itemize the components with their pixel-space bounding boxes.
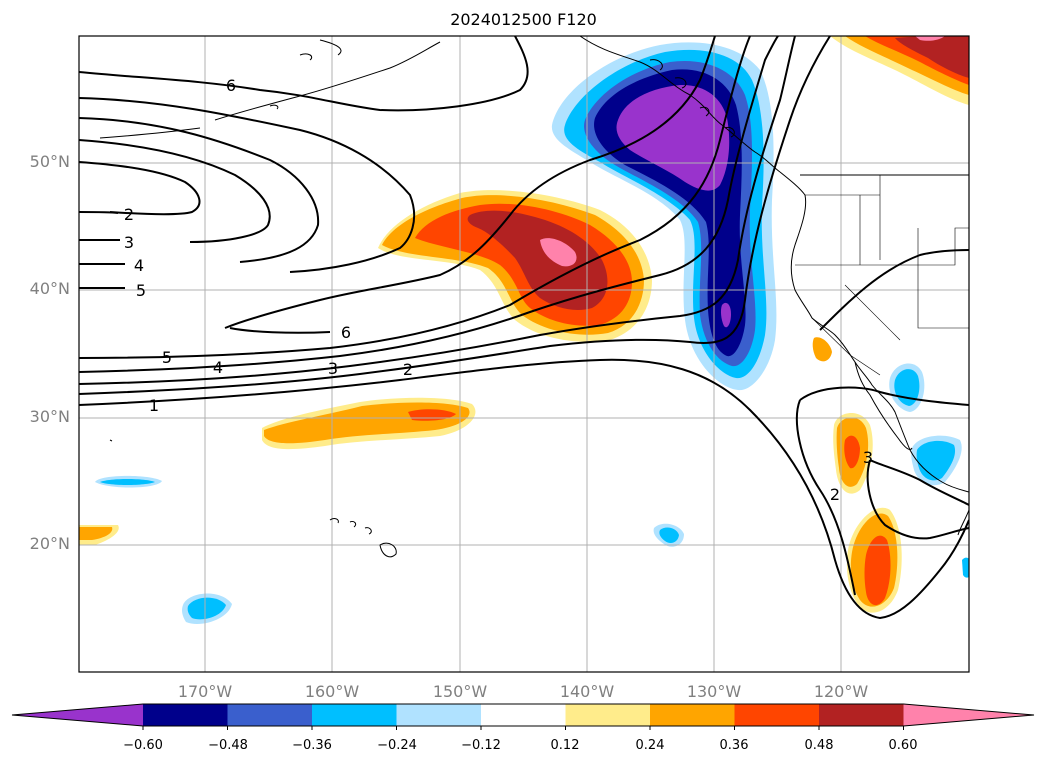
contour-label: 2 — [124, 205, 134, 224]
contour-label: 6 — [341, 323, 351, 342]
colorbar-segment — [734, 704, 820, 726]
contour-east — [819, 249, 969, 331]
state-lines — [795, 175, 969, 376]
colorbar-tick-label: 0.12 — [550, 738, 580, 753]
contour-2-lower — [79, 211, 119, 214]
contour-label: 2 — [403, 360, 413, 379]
shade-neg-trough-core — [616, 84, 730, 191]
contour-4 — [79, 36, 779, 373]
contour-1 — [79, 358, 969, 620]
shade-neg-trough-core2 — [720, 302, 731, 328]
contour-3-south — [866, 459, 969, 540]
contour-label: 6 — [226, 76, 236, 95]
colorbar-tick-label: 0.24 — [635, 738, 665, 753]
shade-neg-pac2b — [187, 597, 226, 620]
contour-label: 1 — [149, 396, 159, 415]
contour-label: 3 — [863, 448, 873, 467]
colorbar-tick-label: −0.60 — [123, 738, 163, 753]
aleutians — [99, 41, 441, 139]
colorbar-tick-label: 0.48 — [804, 738, 834, 753]
contour-label: 3 — [124, 233, 134, 252]
shading-positive — [79, 36, 969, 613]
contour-2-south — [796, 386, 969, 596]
shade-neg-pac3b — [659, 527, 679, 543]
lat-label: 20°N — [29, 534, 70, 553]
map-title: 2024012500 F120 — [450, 10, 597, 29]
colorbar-tick-label: 0.60 — [888, 738, 918, 753]
map-frame — [78, 35, 970, 673]
lat-label: 40°N — [29, 279, 70, 298]
contour-label: 5 — [162, 348, 172, 367]
contour-2-outer — [79, 161, 201, 216]
colorbar-segment — [312, 704, 397, 726]
colorbar-segment — [565, 704, 651, 726]
colorbar-extend-left — [12, 704, 143, 726]
colorbar-tick-label: −0.48 — [208, 738, 248, 753]
map-background — [79, 36, 969, 672]
contour-label: 3 — [328, 359, 338, 378]
shade-pos-ridge-l4 — [467, 210, 608, 310]
lat-label: 50°N — [29, 152, 70, 171]
lon-label: 130°W — [686, 682, 742, 701]
shade-pos-baja-cal — [812, 337, 832, 362]
colorbar — [11, 703, 1035, 730]
colorbar-extend-right — [903, 704, 1034, 726]
colorbar-segment — [396, 704, 482, 726]
shade-neg-pac1b — [100, 479, 155, 485]
colorbar-tick-label: −0.24 — [377, 738, 417, 753]
contour-label: 5 — [136, 281, 146, 300]
lon-label: 120°W — [813, 682, 869, 701]
contour-6-north — [79, 36, 529, 112]
alaska-coast — [579, 36, 781, 173]
colorbar-tick-label: −0.12 — [461, 738, 501, 753]
contour-3 — [79, 36, 796, 385]
graticule — [79, 36, 969, 672]
hawaii — [329, 518, 397, 558]
colorbar-segment — [143, 704, 228, 726]
colorbar-tick-label: 0.36 — [719, 738, 749, 753]
shade-neg-edge — [962, 557, 969, 578]
contour-label: 2 — [830, 485, 840, 504]
contour-3-outer — [79, 139, 271, 243]
colorbar-segment — [481, 704, 566, 726]
shade-pos-mex-core — [864, 535, 891, 606]
contours — [79, 36, 969, 620]
shade-pos-ne-l4 — [895, 36, 969, 78]
shade-pos-west2 — [79, 527, 113, 540]
colorbar-segment — [819, 704, 904, 726]
colorbar-segment — [650, 704, 735, 726]
contour-4-outer — [79, 117, 320, 263]
baja-coast — [854, 361, 913, 451]
colorbar-tick-label: −0.36 — [292, 738, 332, 753]
contour-5 — [79, 36, 751, 359]
contour-5-outer — [79, 97, 416, 273]
mexico-coast — [957, 509, 969, 536]
shade-pos-baja-core — [844, 435, 860, 469]
map-area: 6 2 3 4 5 6 5 4 3 2 1 2 3 — [79, 36, 969, 672]
lon-label: 140°W — [559, 682, 615, 701]
contour-6-mid2 — [229, 327, 331, 334]
contour-2 — [79, 36, 831, 395]
lon-label: 160°W — [304, 682, 360, 701]
colorbar-segment — [227, 704, 313, 726]
lat-label: 30°N — [29, 407, 70, 426]
shade-pos-ne-core — [915, 36, 945, 41]
contour-label: 4 — [134, 256, 144, 275]
us-west-coast — [779, 171, 969, 493]
shade-pos-ridge-core — [540, 238, 577, 267]
contour-label: 4 — [213, 358, 223, 377]
lon-label: 170°W — [177, 682, 233, 701]
coastlines — [99, 36, 969, 558]
lon-label: 150°W — [432, 682, 488, 701]
contour-labels: 6 2 3 4 5 6 5 4 3 2 1 2 3 — [124, 76, 873, 504]
contour-6-mid — [224, 36, 716, 329]
